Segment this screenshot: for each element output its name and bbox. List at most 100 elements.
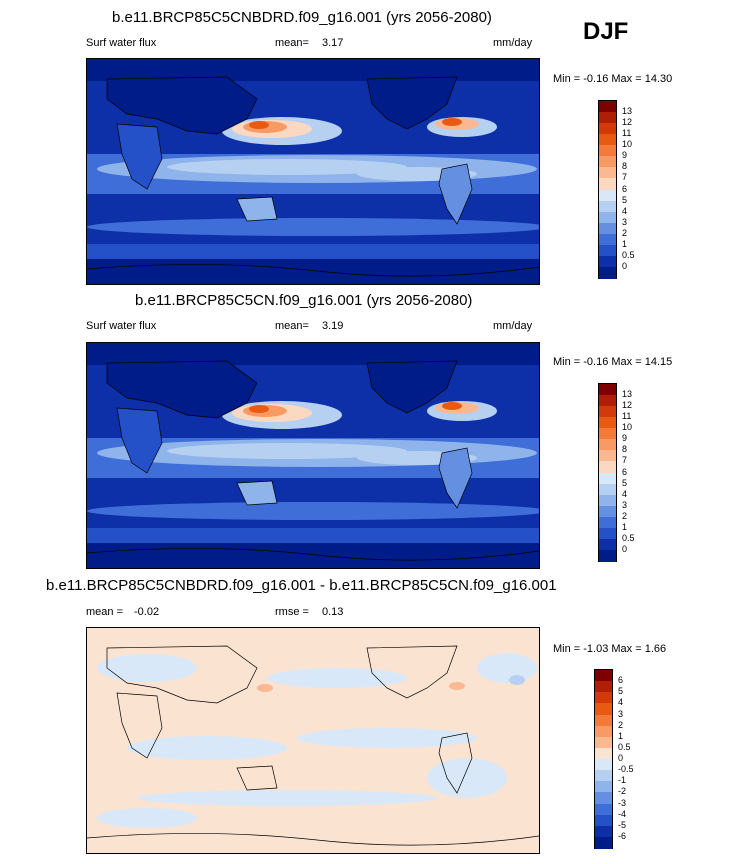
panel3-mean-label: mean = xyxy=(86,606,123,618)
colorbar-swatch xyxy=(599,428,616,440)
colorbar-swatch xyxy=(595,692,612,704)
colorbar-swatch xyxy=(599,472,616,485)
colorbar-label: 12 xyxy=(622,117,633,128)
colorbar-swatch xyxy=(599,549,616,562)
colorbar-label: -3 xyxy=(618,797,627,808)
panel2-colorbar: 13 12 11 10 9 8 7 6 5 4 3 2 1 0.5 0 xyxy=(598,383,635,562)
colorbar-label: -0.5 xyxy=(618,764,634,775)
colorbar-label: 6 xyxy=(618,675,624,686)
colorbar-label: 6 xyxy=(622,466,628,477)
colorbar-swatch xyxy=(595,725,612,738)
panel2-precip-field xyxy=(87,343,539,568)
colorbar-swatch xyxy=(599,538,616,551)
colorbar-label: 0 xyxy=(618,753,624,763)
colorbar-label: 5 xyxy=(622,194,628,205)
panel3-rmse-label: rmse = xyxy=(275,606,309,618)
panel1-mean-value: 3.17 xyxy=(322,37,344,49)
panel3-rmse-value: 0.13 xyxy=(322,606,344,618)
colorbar-swatch xyxy=(595,670,612,682)
colorbar-label: 3 xyxy=(618,708,624,719)
colorbar-label: 10 xyxy=(622,139,633,150)
panel2-variable: Surf water flux xyxy=(86,320,157,332)
colorbar-swatch xyxy=(599,395,616,407)
colorbar-swatch xyxy=(599,461,616,473)
colorbar-label: -5 xyxy=(618,819,627,830)
panel3-map xyxy=(86,627,540,854)
colorbar-label: 1 xyxy=(622,238,628,249)
colorbar-label: 3 xyxy=(622,216,628,227)
panel1-minmax: Min = -0.16 Max = 14.30 xyxy=(553,73,673,85)
colorbar-swatch xyxy=(595,770,612,782)
colorbar-swatch xyxy=(599,450,616,462)
colorbar-swatch xyxy=(599,417,616,429)
colorbar-swatch xyxy=(595,681,612,693)
colorbar-label: 11 xyxy=(622,128,632,139)
colorbar-swatch xyxy=(599,244,616,257)
colorbar-swatch xyxy=(595,703,612,715)
colorbar-swatch xyxy=(599,211,616,224)
panel3-title: b.e11.BRCP85C5CNBDRD.f09_g16.001 - b.e11… xyxy=(46,577,557,594)
colorbar-swatch xyxy=(599,233,616,246)
colorbar-swatch xyxy=(599,167,616,179)
panel2-mean-label: mean= xyxy=(275,320,309,332)
colorbar-label: 7 xyxy=(622,172,628,183)
colorbar-swatch xyxy=(599,222,616,235)
colorbar-label: 6 xyxy=(622,183,628,194)
colorbar-label: 0.5 xyxy=(618,741,631,752)
colorbar-swatch xyxy=(599,483,616,496)
colorbar-swatch xyxy=(595,714,612,727)
colorbar-label: -2 xyxy=(618,786,627,797)
colorbar-label: 0 xyxy=(622,543,628,554)
panel2-map xyxy=(86,342,540,569)
colorbar-swatch xyxy=(599,123,616,135)
colorbar-label: 9 xyxy=(622,150,628,161)
colorbar-label: 4 xyxy=(618,697,624,708)
panel2-units: mm/day xyxy=(493,320,533,332)
colorbar-label: 8 xyxy=(622,444,628,455)
panel1-units: mm/day xyxy=(493,37,533,49)
colorbar-swatch xyxy=(599,200,616,213)
colorbar-label: 0.5 xyxy=(622,249,635,260)
colorbar-label: 13 xyxy=(622,106,633,117)
panel2-title: b.e11.BRCP85C5CN.f09_g16.001 (yrs 2056-2… xyxy=(135,292,473,309)
colorbar-label: 5 xyxy=(622,477,628,488)
colorbar-swatch xyxy=(599,134,616,146)
colorbar-label: 7 xyxy=(622,455,628,466)
colorbar-swatch xyxy=(599,505,616,518)
colorbar-label: 3 xyxy=(622,499,628,510)
colorbar-swatch xyxy=(599,439,616,451)
colorbar-swatch xyxy=(599,494,616,507)
colorbar-swatch xyxy=(595,759,612,771)
colorbar-label: -4 xyxy=(618,808,627,819)
colorbar-label: 13 xyxy=(622,389,633,400)
season-label: DJF xyxy=(583,18,629,45)
colorbar-swatch xyxy=(595,736,612,749)
colorbar-label: 8 xyxy=(622,161,628,172)
colorbar-swatch xyxy=(599,516,616,529)
panel3-mean-value: -0.02 xyxy=(134,606,160,618)
colorbar-swatch xyxy=(599,406,616,418)
colorbar-label: 2 xyxy=(622,227,628,238)
colorbar-swatch xyxy=(595,803,612,816)
colorbar-label: 2 xyxy=(622,510,628,521)
colorbar-label: 11 xyxy=(622,411,632,422)
panel3-minmax: Min = -1.03 Max = 1.66 xyxy=(553,643,667,655)
colorbar-swatch xyxy=(599,189,616,202)
colorbar-label: 0.5 xyxy=(622,532,635,543)
colorbar-swatch xyxy=(599,145,616,157)
colorbar-swatch xyxy=(599,255,616,268)
colorbar-swatch xyxy=(599,112,616,124)
panel1-precip-field xyxy=(87,59,539,284)
panel1-colorbar: 13 12 11 10 9 8 7 6 5 4 3 2 1 0.5 0 xyxy=(598,100,635,279)
colorbar-swatch xyxy=(595,814,612,827)
panel1-map xyxy=(86,58,540,285)
colorbar-swatch xyxy=(599,527,616,540)
panel3-colorbar: 6 5 4 3 2 1 0.5 0 -0.5 -1 -2 -3 -4 -5 -6 xyxy=(594,669,634,849)
colorbar-label: 9 xyxy=(622,433,628,444)
panel1-variable: Surf water flux xyxy=(86,37,157,49)
panel3-difference-field xyxy=(87,628,539,853)
colorbar-label: 5 xyxy=(618,686,624,697)
colorbar-label: 12 xyxy=(622,400,633,411)
colorbar-swatch xyxy=(595,836,612,849)
colorbar-label: 10 xyxy=(622,422,633,433)
